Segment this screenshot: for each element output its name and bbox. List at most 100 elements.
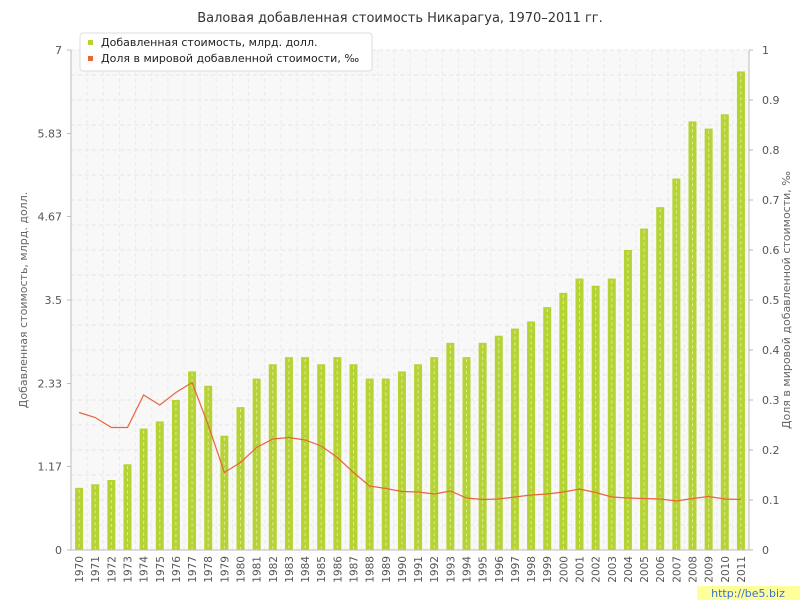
y-left-axis-title: Добавленная стоимость, млрд. долл. — [17, 192, 30, 408]
y-right-tick-label: 0.6 — [762, 244, 780, 257]
bar — [365, 378, 374, 550]
x-tick-label: 1972 — [106, 556, 118, 583]
x-tick-label: 1982 — [268, 556, 280, 583]
x-tick-label: 1996 — [494, 556, 506, 583]
share-line — [78, 381, 741, 502]
legend-label-bar: Добавленная стоимость, млрд. долл. — [101, 36, 317, 49]
x-tick-label: 1973 — [123, 556, 135, 583]
y-right-tick-label: 0.2 — [762, 444, 780, 457]
x-tick-label: 1976 — [171, 556, 183, 583]
x-tick-label: 2003 — [607, 556, 619, 583]
x-tick-label: 2006 — [655, 556, 667, 583]
y-right-tick-label: 0.4 — [762, 344, 780, 357]
bar — [236, 407, 245, 550]
chart-title: Валовая добавленная стоимость Никарагуа,… — [197, 11, 603, 26]
x-tick-label: 1991 — [413, 556, 425, 583]
bar — [75, 487, 84, 550]
y-left-tick-label: 1.17 — [38, 460, 63, 473]
x-tick-label: 2005 — [639, 556, 651, 583]
bar — [397, 371, 406, 550]
x-tick-label: 2004 — [623, 556, 635, 583]
x-tick-label: 1992 — [429, 556, 441, 583]
y-right-tick-label: 0.1 — [762, 494, 780, 507]
x-tick-label: 1987 — [349, 556, 361, 583]
bar — [720, 114, 729, 551]
x-tick-label: 2010 — [720, 556, 732, 583]
x-tick-label: 2008 — [688, 556, 700, 583]
legend-swatch-bar — [88, 40, 93, 45]
y-right-tick-label: 0.5 — [762, 294, 780, 307]
y-right-tick-labels: 0 0.1 0.2 0.3 0.4 0.5 0.6 0.7 0.8 0.9 1 — [749, 44, 780, 557]
y-right-axis-title: Доля в мировой добавленной стоимости, ‰ — [780, 171, 793, 429]
watermark-background — [697, 586, 800, 600]
bar — [543, 307, 552, 550]
x-tick-label: 1970 — [74, 556, 86, 583]
grid — [71, 49, 749, 550]
x-tick-label: 1983 — [284, 556, 296, 583]
bar — [381, 378, 390, 550]
y-right-tick-label: 1 — [762, 44, 769, 57]
x-tick-label: 1990 — [397, 556, 409, 583]
legend-box — [79, 32, 373, 72]
y-right-tick-label: 0.8 — [762, 144, 780, 157]
bar — [301, 357, 310, 550]
x-tick-label: 1974 — [139, 556, 151, 583]
x-tick-label: 1993 — [445, 556, 457, 583]
x-tick-label: 1989 — [381, 556, 393, 583]
bar — [188, 371, 197, 550]
watermark: http://be5.biz — [711, 587, 785, 600]
bar — [123, 464, 132, 550]
y-left-tick-label: 5.83 — [38, 128, 63, 141]
y-right-tick-label: 0.3 — [762, 394, 780, 407]
bar — [527, 321, 536, 550]
x-tick-label: 2011 — [736, 556, 748, 583]
bar — [623, 250, 632, 550]
x-tick-label: 2001 — [575, 556, 587, 583]
x-tick-label: 1997 — [510, 556, 522, 583]
x-tick-label: 1988 — [365, 556, 377, 583]
bar — [672, 178, 681, 551]
x-tick-label: 2000 — [558, 556, 570, 583]
x-tick-label: 1986 — [332, 556, 344, 583]
x-tick-label: 1999 — [542, 556, 554, 583]
bar — [591, 285, 600, 550]
line-series — [78, 381, 741, 502]
x-tick-label: 2007 — [671, 556, 683, 583]
x-tick-label: 1998 — [526, 556, 538, 583]
x-tick-label: 1977 — [187, 556, 199, 583]
bar — [494, 335, 503, 550]
bar — [736, 71, 745, 550]
legend: Добавленная стоимость, млрд. долл. Доля … — [79, 32, 373, 72]
bar — [333, 357, 342, 550]
bar — [478, 342, 487, 550]
y-left-tick-label: 2.33 — [38, 378, 63, 391]
bar — [139, 428, 148, 550]
x-tick-label: 1985 — [316, 556, 328, 583]
y-left-tick-label: 3.5 — [45, 294, 63, 307]
y-left-tick-label: 0 — [55, 544, 62, 557]
x-tick-label: 1979 — [219, 556, 231, 583]
bar — [446, 342, 455, 550]
y-left-tick-label: 7 — [55, 44, 62, 57]
x-tick-label: 1975 — [155, 556, 167, 583]
y-right-tick-label: 0.7 — [762, 194, 780, 207]
x-tick-label: 1995 — [478, 556, 490, 583]
x-tick-label: 1978 — [203, 556, 215, 583]
y-right-tick-label: 0 — [762, 544, 769, 557]
bar — [284, 357, 293, 550]
y-right-tick-label: 0.9 — [762, 94, 780, 107]
bar — [462, 357, 471, 550]
x-tick-label: 1981 — [252, 556, 264, 583]
bar — [252, 378, 261, 550]
legend-swatch-line — [88, 56, 93, 61]
bar — [704, 128, 713, 551]
bar-series — [75, 71, 745, 551]
x-tick-label: 2009 — [704, 556, 716, 583]
x-tick-label: 1994 — [462, 556, 474, 583]
x-tick-label: 1980 — [236, 556, 248, 583]
x-tick-label: 2002 — [591, 556, 603, 583]
legend-label-line: Доля в мировой добавленной стоимости, ‰ — [101, 52, 359, 65]
y-left-tick-labels: 0 1.17 2.33 3.5 4.67 5.83 7 — [38, 44, 71, 557]
